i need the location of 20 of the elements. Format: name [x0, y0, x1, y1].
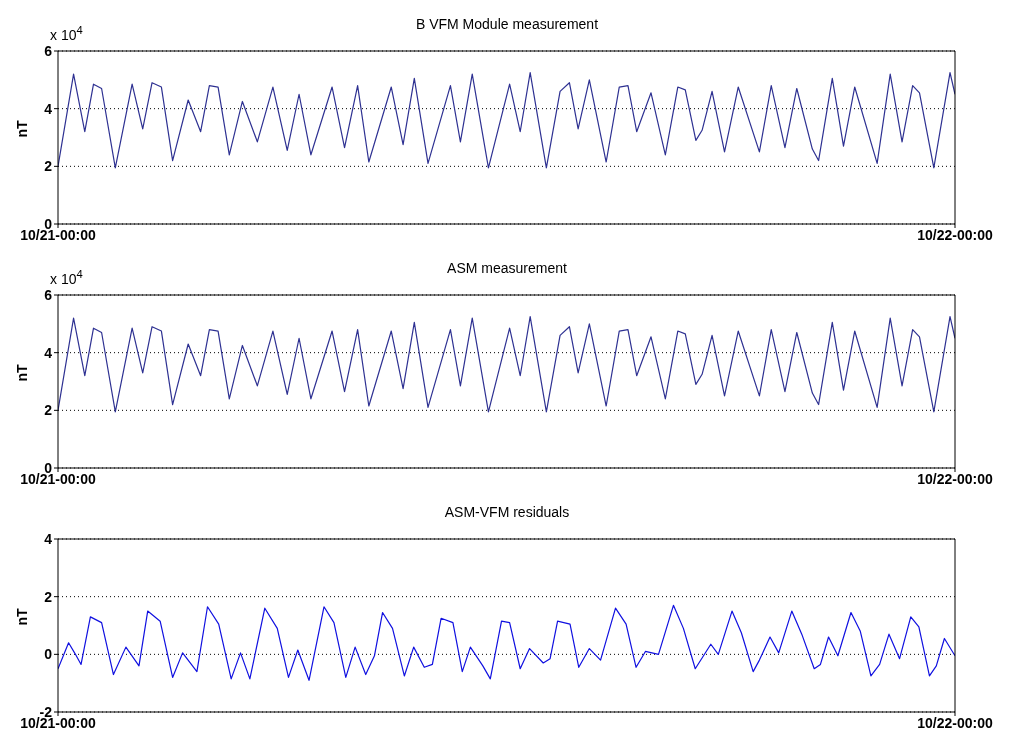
- y-tick-label: 2: [44, 158, 53, 175]
- y-tick-label: 6: [44, 286, 53, 303]
- text: x 10$^{4}$: [50, 268, 83, 287]
- y-tick-label: 2: [44, 588, 53, 605]
- x-tick-label: 10/22-00:00: [917, 226, 993, 243]
- text: x 10$^{4}$: [50, 24, 83, 43]
- chart-title: B VFM Module measurement: [415, 16, 599, 32]
- y-tick-label: 4: [44, 344, 53, 361]
- chart-title: ASM-VFM residuals: [443, 504, 571, 520]
- y-tick-label: 6: [44, 42, 53, 59]
- y-axis-title: nT: [13, 363, 30, 382]
- chart-title: ASM measurement: [447, 260, 567, 276]
- y-tick-label: 4: [44, 530, 53, 547]
- x-tick-label: 10/22-00:00: [917, 470, 993, 487]
- y-tick-label: 0: [44, 646, 53, 663]
- y-tick-label: 4: [44, 100, 53, 117]
- y-tick-label: 2: [44, 402, 53, 419]
- y-axis-title: nT: [13, 607, 30, 626]
- x-tick-label: 10/22-00:00: [917, 714, 993, 731]
- y-axis-title: nT: [13, 119, 30, 138]
